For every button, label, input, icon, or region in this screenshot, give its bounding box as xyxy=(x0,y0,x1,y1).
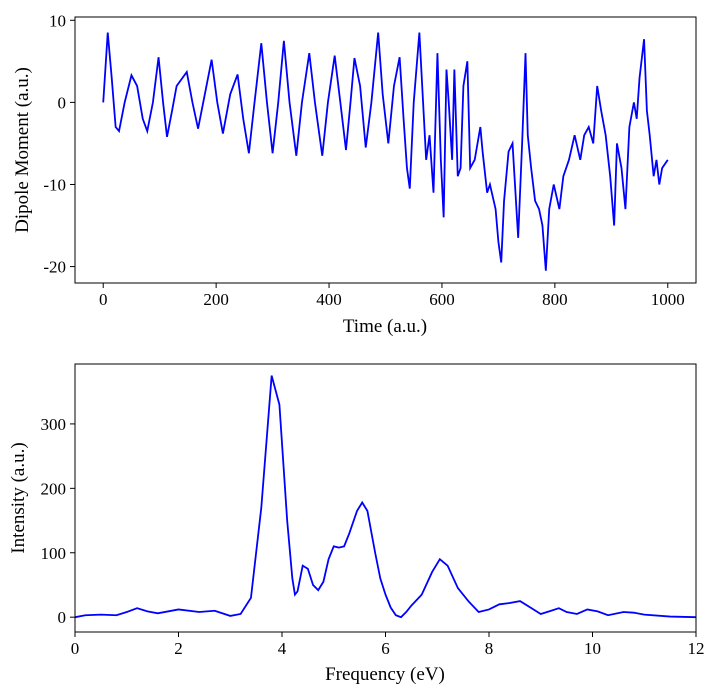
y-tick-label: 100 xyxy=(41,544,67,563)
y-tick-label: 300 xyxy=(41,415,67,434)
x-tick-label: 1000 xyxy=(651,290,685,309)
data-line xyxy=(102,32,669,271)
y-tick-label: 10 xyxy=(49,11,66,30)
axes-frame xyxy=(74,16,697,284)
y-tick-label: 0 xyxy=(58,93,67,112)
x-axis-label: Frequency (eV) xyxy=(325,664,445,685)
x-tick-label: 400 xyxy=(316,290,342,309)
y-tick-label: -10 xyxy=(43,175,66,194)
x-tick-label: 8 xyxy=(485,639,494,658)
y-tick-label: -20 xyxy=(43,258,66,277)
x-tick-label: 4 xyxy=(278,639,287,658)
x-tick-label: 800 xyxy=(542,290,568,309)
y-tick-label: 0 xyxy=(58,608,67,627)
y-axis-label: Dipole Moment (a.u.) xyxy=(12,67,33,233)
x-tick-label: 12 xyxy=(688,639,705,658)
y-tick-label: 200 xyxy=(41,479,67,498)
x-axis-label: Time (a.u.) xyxy=(343,316,427,337)
x-tick-label: 600 xyxy=(429,290,455,309)
x-tick-label: 200 xyxy=(203,290,229,309)
axes-frame xyxy=(74,363,697,633)
x-tick-label: 0 xyxy=(99,290,108,309)
x-tick-label: 2 xyxy=(174,639,183,658)
data-line xyxy=(75,375,696,619)
x-tick-label: 10 xyxy=(584,639,601,658)
y-axis-label: Intensity (a.u.) xyxy=(8,442,29,553)
x-tick-label: 6 xyxy=(381,639,390,658)
x-tick-label: 0 xyxy=(71,639,80,658)
